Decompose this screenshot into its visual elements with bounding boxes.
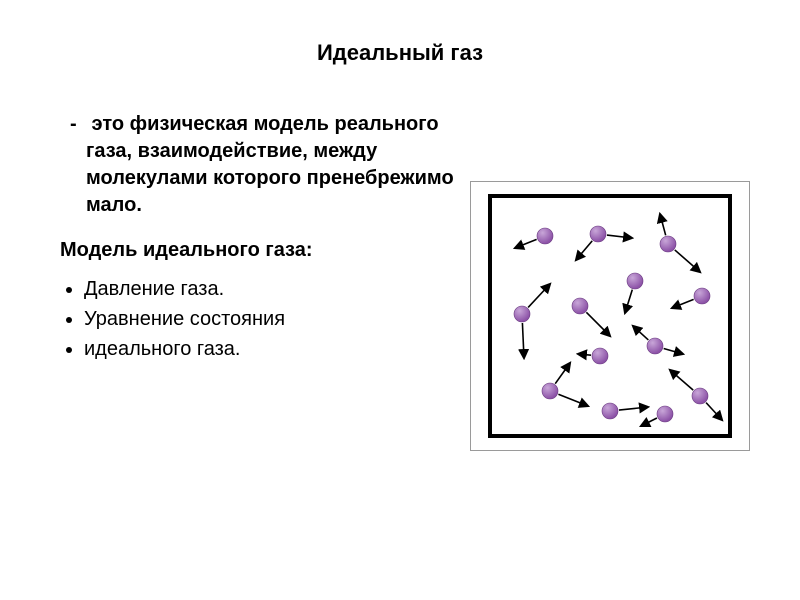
bullet-list: Давление газа. Уравнение состояния идеал… [50,274,460,364]
sub-heading: Модель идеального газа: [60,237,460,264]
text-column: - это физическая модель реального газа, … [50,111,470,364]
definition-dash: - [70,111,86,138]
body-row: - это физическая модель реального газа, … [50,111,750,451]
list-item: Давление газа. [84,274,460,304]
list-item: идеального газа. [84,334,460,364]
slide: Идеальный газ - это физическая модель ре… [0,0,800,600]
page-title: Идеальный газ [50,40,750,66]
definition-text: это физическая модель реального газа, вз… [86,113,454,216]
gas-molecules-figure [470,181,750,451]
definition-paragraph: - это физическая модель реального газа, … [50,111,460,219]
list-item: Уравнение состояния [84,304,460,334]
gas-molecules-svg [471,182,749,450]
